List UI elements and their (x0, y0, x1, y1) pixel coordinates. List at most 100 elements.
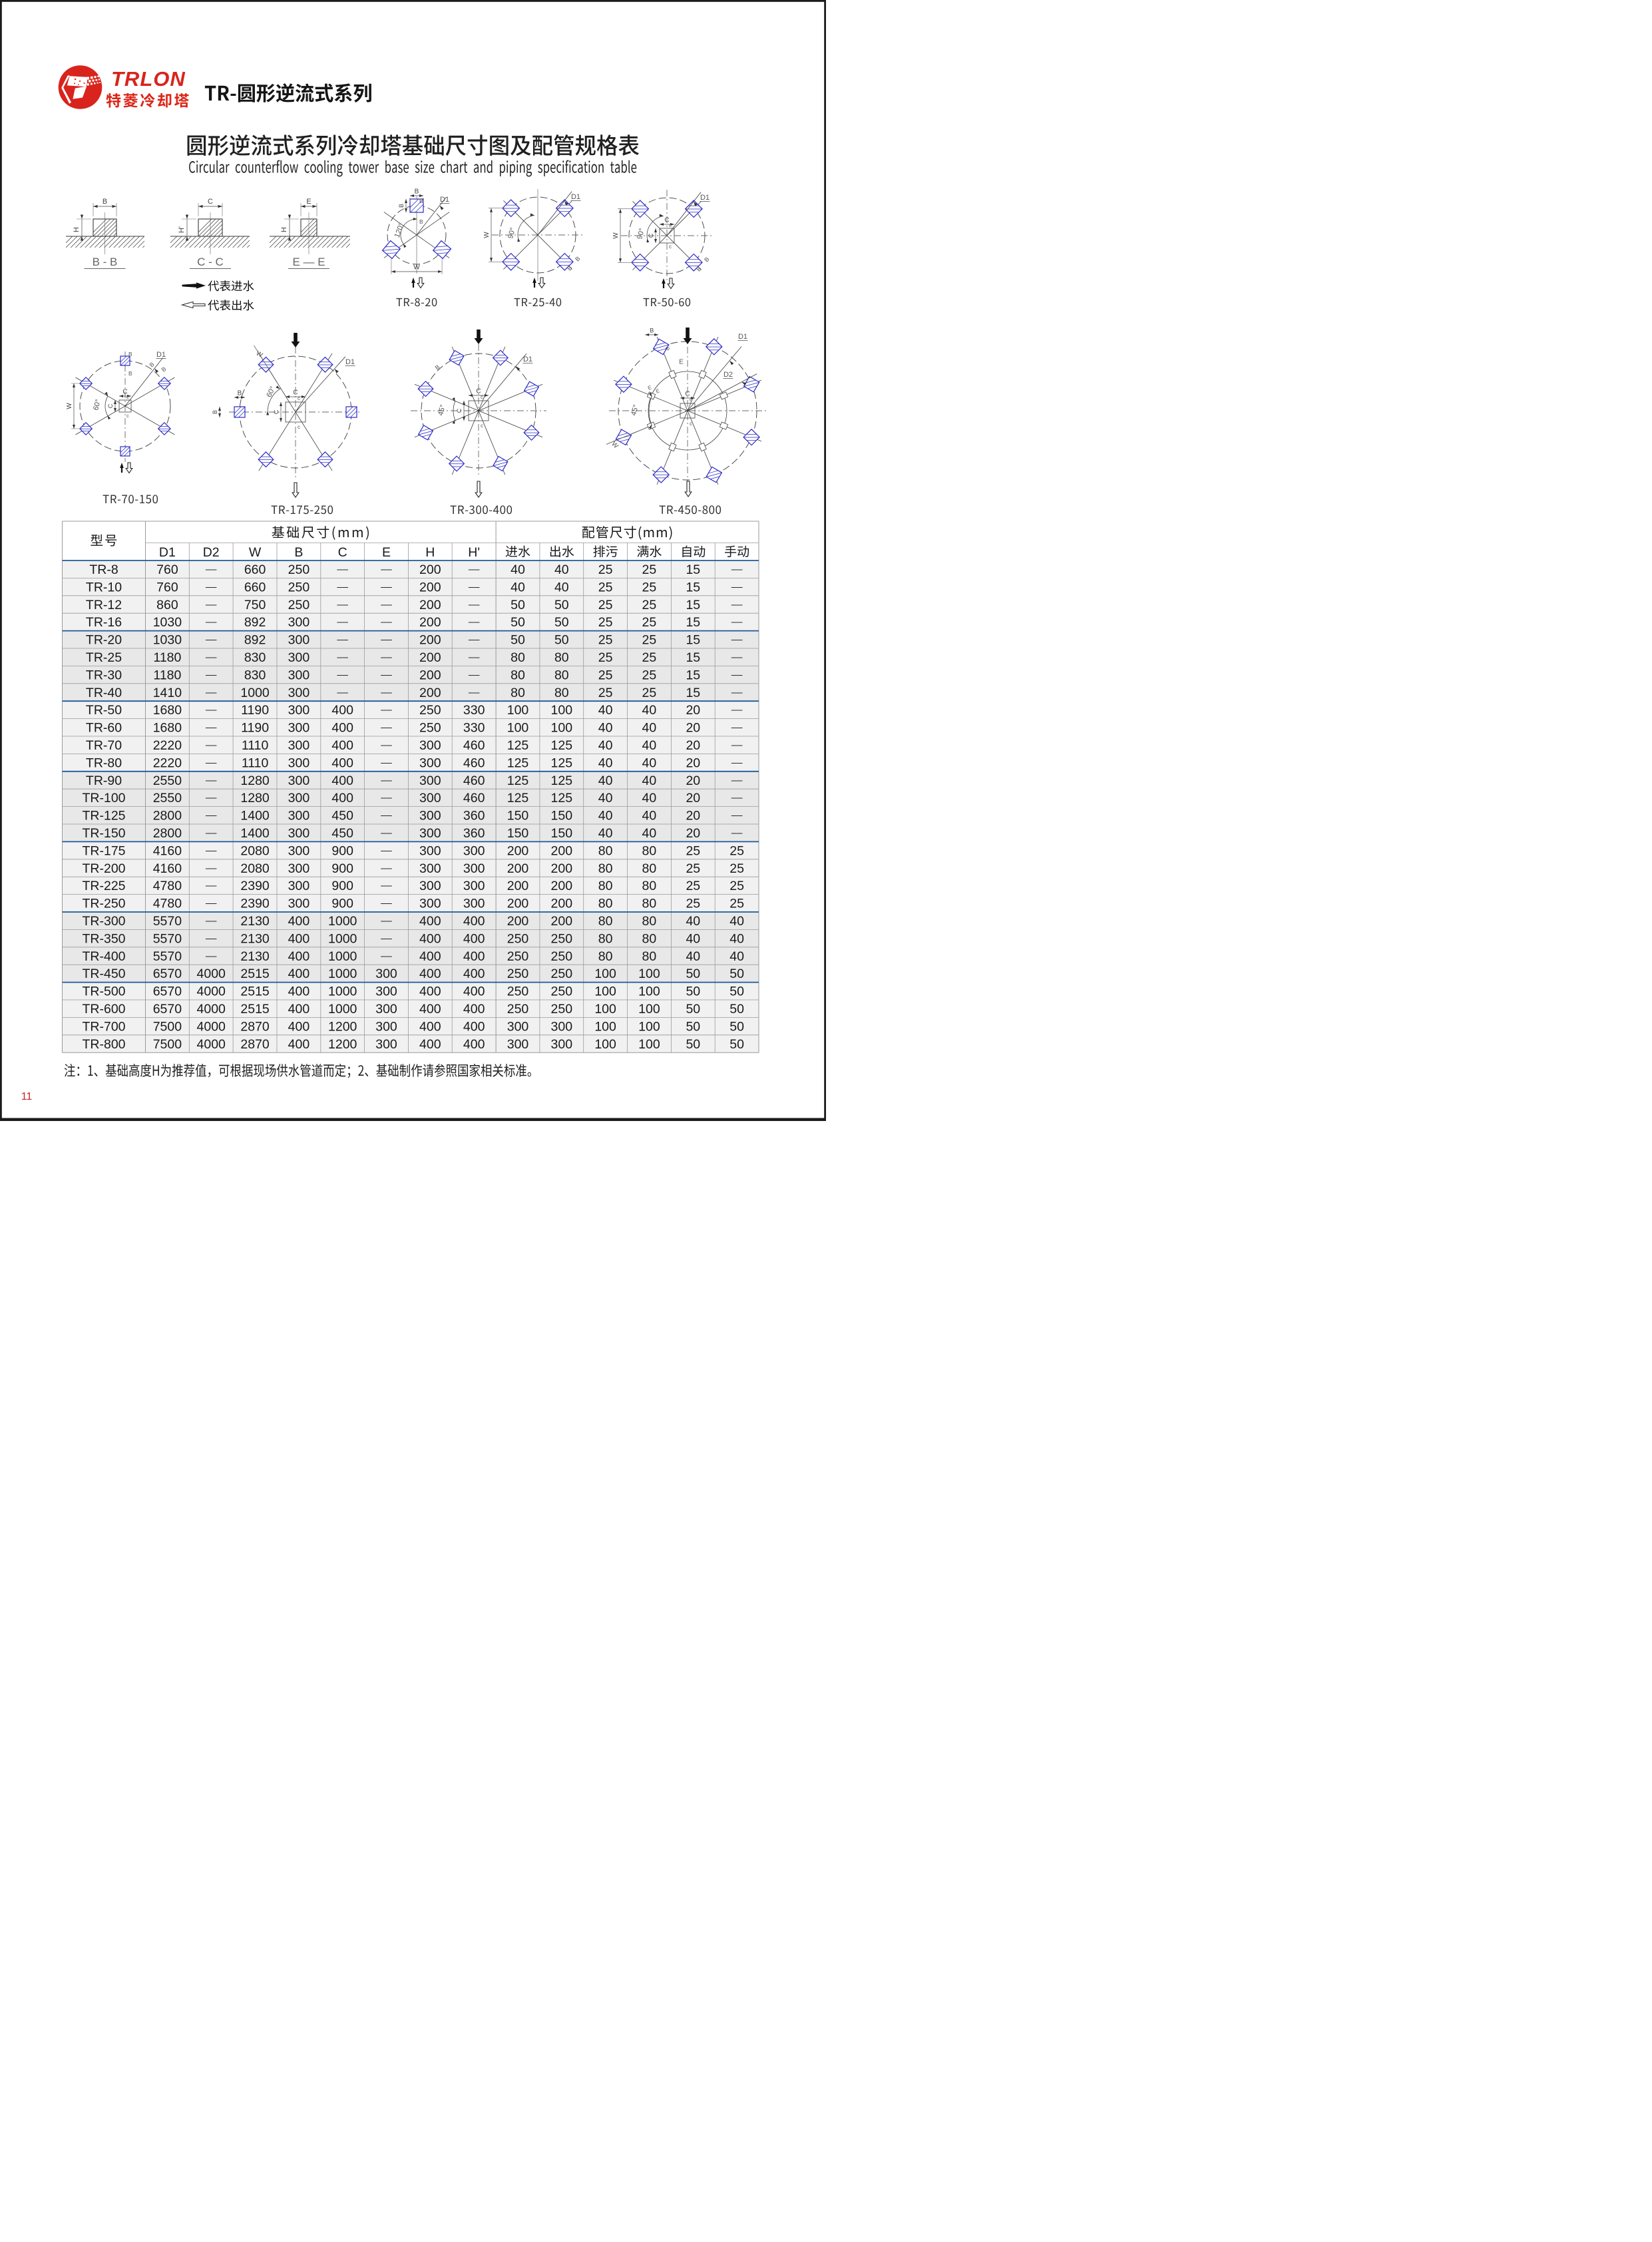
svg-text:B: B (703, 256, 710, 263)
svg-text:E: E (306, 198, 311, 206)
svg-text:40: 40 (598, 756, 613, 770)
svg-text:––: –– (206, 722, 217, 734)
svg-text:50: 50 (554, 633, 569, 648)
svg-text:200: 200 (419, 633, 441, 648)
svg-text:TR-60: TR-60 (86, 721, 122, 736)
svg-text:C: C (476, 388, 481, 395)
svg-text:80: 80 (642, 949, 657, 964)
svg-text:––: –– (381, 616, 392, 628)
svg-text:750: 750 (244, 598, 266, 612)
svg-text:250: 250 (419, 703, 441, 718)
svg-text:660: 660 (244, 562, 266, 577)
svg-text:125: 125 (507, 774, 529, 788)
svg-text:––: –– (731, 669, 743, 680)
svg-text:80: 80 (598, 949, 613, 964)
svg-text:300: 300 (288, 897, 310, 911)
svg-text:1000: 1000 (328, 949, 357, 964)
svg-text:300: 300 (507, 1019, 529, 1034)
svg-text:40: 40 (598, 826, 613, 841)
svg-text:20: 20 (686, 809, 700, 823)
svg-text:40: 40 (686, 914, 700, 929)
svg-text:125: 125 (551, 738, 573, 753)
svg-text:360: 360 (463, 826, 485, 841)
svg-text:300: 300 (375, 967, 397, 981)
svg-text:25: 25 (642, 650, 657, 665)
svg-text:300: 300 (419, 826, 441, 841)
svg-text:150: 150 (507, 809, 529, 823)
svg-text:––: –– (731, 634, 743, 646)
svg-text:50: 50 (729, 1002, 744, 1016)
svg-text:––: –– (381, 740, 392, 751)
svg-text:H: H (280, 227, 288, 232)
svg-text:D1: D1 (345, 358, 355, 366)
svg-text:20: 20 (686, 774, 700, 788)
svg-text:25: 25 (598, 615, 613, 630)
svg-text:330: 330 (463, 703, 485, 718)
svg-text:25: 25 (729, 843, 744, 858)
svg-text:250: 250 (288, 580, 310, 594)
svg-text:W: W (612, 232, 620, 239)
svg-text:B: B (574, 255, 581, 262)
svg-text:400: 400 (419, 985, 441, 999)
svg-text:1190: 1190 (241, 721, 269, 736)
svg-text:25: 25 (729, 897, 744, 911)
svg-text:––: –– (381, 792, 392, 803)
svg-text:––: –– (337, 652, 348, 663)
svg-text:300: 300 (419, 791, 441, 805)
svg-text:80: 80 (511, 668, 525, 682)
svg-text:2800: 2800 (153, 809, 182, 823)
svg-text:100: 100 (551, 703, 573, 718)
svg-text:B: B (415, 188, 419, 196)
svg-text:B: B (238, 390, 242, 397)
svg-text:300: 300 (288, 668, 310, 682)
svg-text:––: –– (337, 634, 348, 646)
svg-text:400: 400 (463, 914, 485, 929)
svg-text:C: C (456, 408, 463, 413)
svg-text:15: 15 (686, 650, 700, 665)
svg-text:––: –– (206, 880, 217, 891)
svg-text:900: 900 (331, 843, 353, 858)
svg-text:1200: 1200 (328, 1037, 357, 1052)
svg-text:300: 300 (507, 1037, 529, 1052)
svg-text:––: –– (206, 687, 217, 698)
svg-text:150: 150 (551, 826, 573, 841)
svg-text:400: 400 (288, 914, 310, 929)
svg-text:1000: 1000 (240, 686, 270, 700)
svg-text:50: 50 (511, 598, 525, 612)
svg-text:250: 250 (507, 1002, 529, 1016)
svg-text:400: 400 (419, 1002, 441, 1016)
svg-text:830: 830 (244, 668, 266, 682)
svg-text:2130: 2130 (240, 949, 270, 964)
svg-text:400: 400 (463, 949, 485, 964)
svg-text:25: 25 (598, 668, 613, 682)
svg-text:40: 40 (598, 809, 613, 823)
svg-text:80: 80 (598, 843, 613, 858)
svg-text:40: 40 (598, 774, 613, 788)
svg-text:460: 460 (463, 774, 485, 788)
svg-text:50: 50 (511, 615, 525, 630)
svg-text:40: 40 (598, 738, 613, 753)
svg-text:D1: D1 (738, 333, 747, 341)
svg-text:860: 860 (156, 598, 178, 612)
svg-text:B: B (566, 264, 573, 272)
svg-text:––: –– (731, 652, 743, 663)
svg-text:80: 80 (554, 668, 569, 682)
svg-text:––: –– (731, 740, 743, 751)
svg-text:B: B (128, 370, 132, 377)
svg-text:300: 300 (551, 1037, 573, 1052)
svg-text:c: c (481, 423, 483, 429)
svg-text:80: 80 (598, 914, 613, 929)
svg-text:40: 40 (642, 738, 657, 753)
svg-text:––: –– (381, 669, 392, 680)
svg-text:300: 300 (288, 774, 310, 788)
svg-text:300: 300 (288, 809, 310, 823)
svg-text:––: –– (206, 827, 217, 839)
svg-text:TR-30: TR-30 (86, 668, 122, 682)
svg-text:1030: 1030 (153, 633, 182, 648)
svg-text:300: 300 (288, 633, 310, 648)
svg-text:900: 900 (331, 861, 353, 876)
svg-text:400: 400 (331, 738, 353, 753)
svg-text:125: 125 (551, 756, 573, 770)
svg-text:2515: 2515 (240, 985, 270, 999)
svg-text:200: 200 (507, 861, 529, 876)
